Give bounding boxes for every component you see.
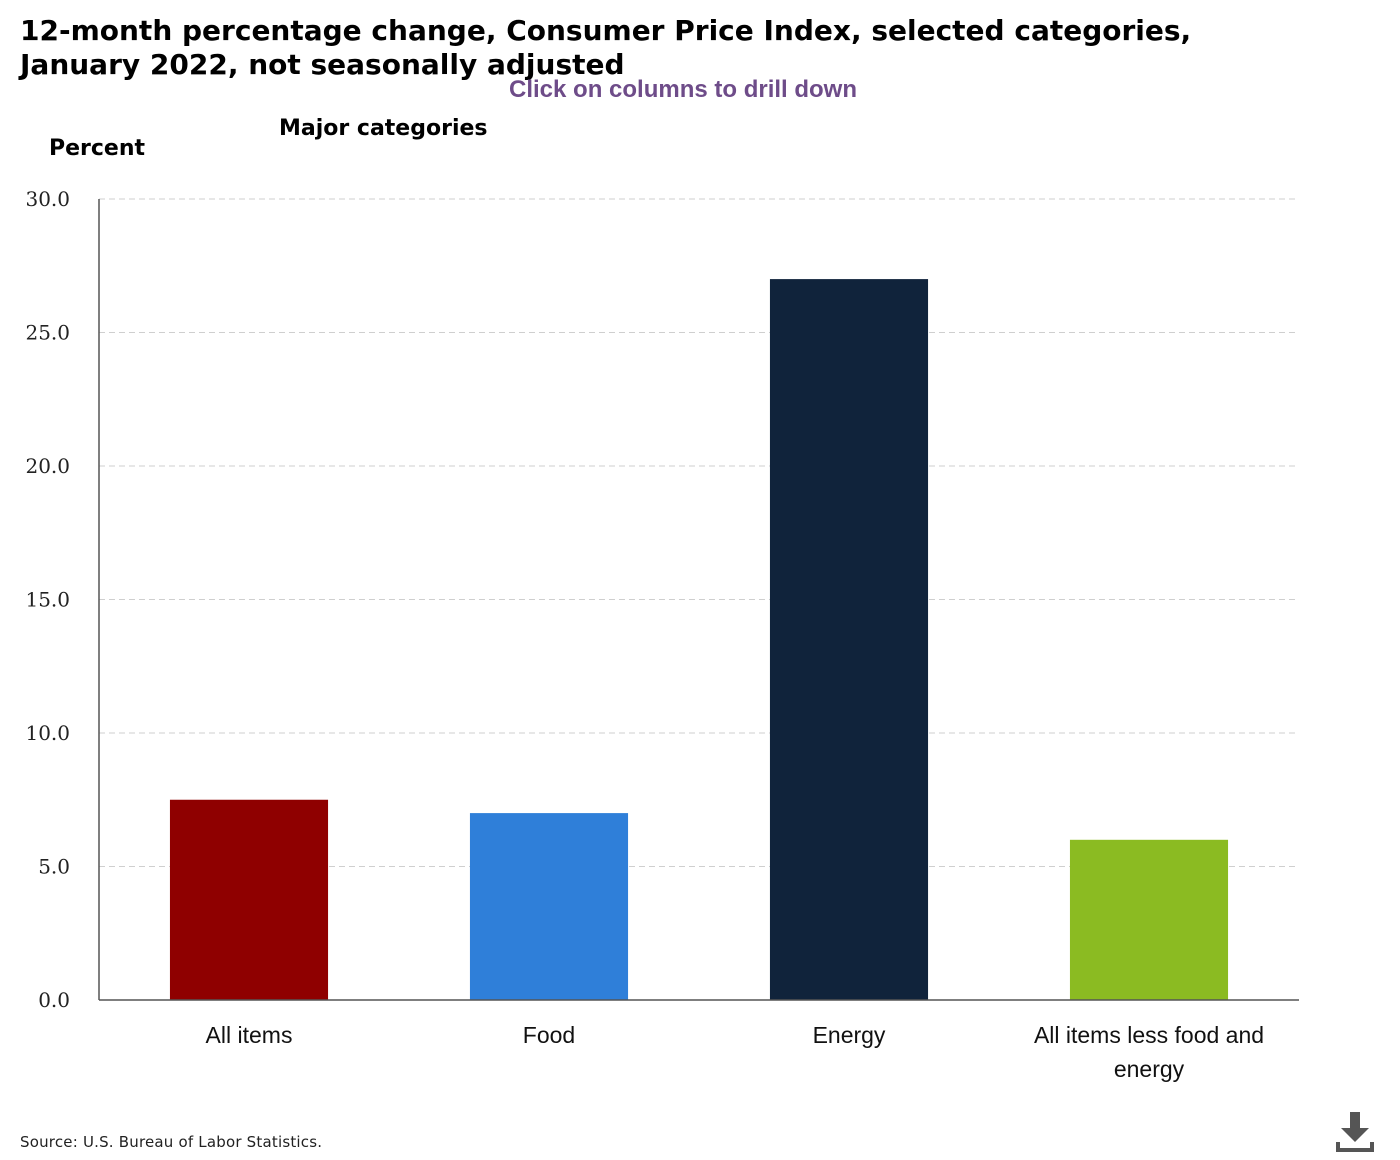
y-tick-label: 0.0 — [38, 988, 70, 1012]
x-tick-label: All items less food and energy — [1034, 1022, 1264, 1082]
bar-all-items-less-food-and-energy[interactable] — [1069, 839, 1229, 1000]
bars — [169, 279, 1229, 1001]
y-tick-label: 30.0 — [25, 187, 70, 211]
y-axis-ticks: 0.0 5.0 10.0 15.0 20.0 25.0 30.0 — [25, 187, 70, 1012]
y-tick-label: 20.0 — [25, 454, 70, 478]
x-tick-label: Energy — [813, 1022, 886, 1048]
y-tick-label: 5.0 — [38, 855, 70, 879]
x-tick-label: Food — [523, 1022, 575, 1048]
y-tick-label: 15.0 — [25, 588, 70, 612]
chart-title: 12-month percentage change, Consumer Pri… — [20, 14, 1192, 81]
y-axis-label: Percent — [49, 136, 146, 161]
download-button[interactable] — [1330, 1108, 1380, 1156]
gridlines — [99, 198, 1299, 867]
source-note: Source: U.S. Bureau of Labor Statistics. — [20, 1133, 323, 1151]
bar-food[interactable] — [469, 813, 629, 1000]
x-tick-label: All items — [206, 1022, 293, 1048]
bar-chart: 0.0 5.0 10.0 15.0 20.0 25.0 30.0 All items Food… — [25, 187, 1299, 1082]
x-axis-ticks: All items Food Energy All items less food a… — [206, 1022, 1265, 1082]
bar-energy[interactable] — [769, 279, 929, 1001]
download-icon — [1336, 1112, 1374, 1152]
drilldown-hint: Click on columns to drill down — [509, 76, 858, 103]
bar-all-items[interactable] — [169, 799, 329, 1000]
chart-subtitle: Major categories — [279, 116, 488, 141]
y-tick-label: 25.0 — [25, 321, 70, 345]
y-tick-label: 10.0 — [25, 721, 70, 745]
